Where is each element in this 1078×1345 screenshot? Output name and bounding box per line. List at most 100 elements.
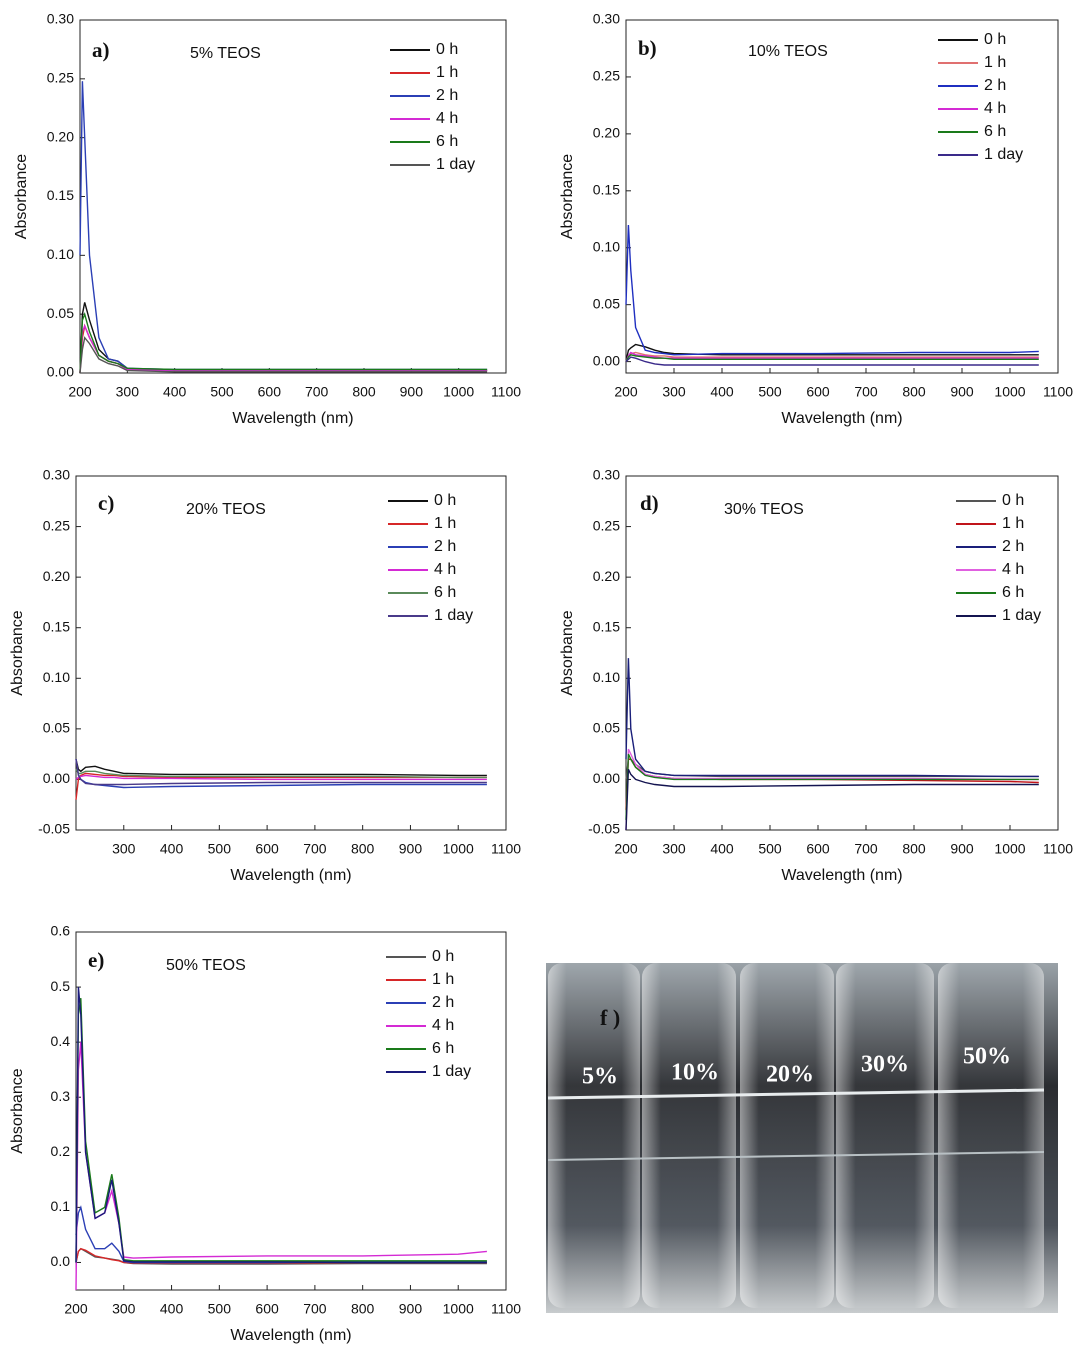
data-line	[625, 753, 1039, 820]
x-tick-label: 200	[64, 1301, 88, 1317]
y-tick-label: 0.30	[593, 11, 620, 27]
y-tick-label: 0.25	[43, 517, 70, 533]
y-tick-label: 0.00	[593, 770, 620, 786]
legend-label: 1 h	[436, 64, 458, 81]
x-tick-label: 200	[68, 384, 92, 400]
liquid-surface	[547, 1088, 1045, 1100]
x-tick-label: 900	[400, 384, 424, 400]
x-tick-label: 1000	[443, 1301, 474, 1317]
y-tick-label: 0.25	[593, 68, 620, 84]
y-tick-label: 0.15	[47, 187, 74, 203]
y-tick-label: 0.1	[51, 1198, 71, 1214]
y-tick-label: 0.10	[593, 238, 620, 254]
data-line	[75, 997, 487, 1263]
legend-label: 1 h	[984, 54, 1006, 71]
legend-label: 6 h	[436, 133, 458, 150]
data-line	[625, 748, 1039, 831]
x-tick-label: 900	[950, 841, 974, 857]
data-line	[79, 324, 488, 374]
y-tick-label: 0.3	[51, 1088, 71, 1104]
legend-label: 2 h	[1002, 538, 1024, 555]
chart-panel: -0.05 0.00 0.05 0.10 0.15 0.20 0.25 0.30 300 400 5…	[9, 467, 521, 885]
panel-label: c)	[98, 491, 114, 515]
x-tick-label: 700	[305, 384, 329, 400]
legend-label: 1 day	[432, 1063, 471, 1080]
y-tick-label: 0.05	[593, 295, 620, 311]
legend-label: 1 day	[984, 146, 1023, 163]
x-tick-label: 1100	[1043, 384, 1073, 400]
annotation: 50% TEOS	[166, 957, 246, 974]
data-line	[75, 759, 487, 786]
x-tick-label: 300	[662, 384, 686, 400]
legend-label: 6 h	[432, 1040, 454, 1057]
y-axis-label: Absorbance	[9, 1068, 26, 1153]
x-axis-label: Wavelength (nm)	[781, 867, 902, 884]
data-line	[79, 311, 488, 374]
legend-label: 1 day	[436, 156, 475, 173]
legend-label: 1 h	[432, 971, 454, 988]
x-tick-label: 600	[258, 384, 282, 400]
x-tick-label: 300	[116, 384, 140, 400]
x-tick-label: 1000	[443, 841, 474, 857]
data-line	[75, 774, 487, 781]
annotation: 20% TEOS	[186, 501, 266, 518]
panel-label: e)	[88, 948, 104, 972]
tube-label: 10%	[671, 1060, 719, 1086]
x-axis-label: Wavelength (nm)	[230, 867, 351, 884]
data-line	[75, 768, 487, 779]
y-axis-label: Absorbance	[559, 154, 576, 239]
y-tick-label: 0.10	[43, 669, 70, 685]
x-tick-label: 300	[662, 841, 686, 857]
x-tick-label: 900	[399, 1301, 423, 1317]
legend-label: 6 h	[1002, 584, 1024, 601]
x-axis-label: Wavelength (nm)	[781, 410, 902, 427]
y-tick-label: 0.20	[593, 568, 620, 584]
x-tick-label: 500	[758, 841, 782, 857]
x-tick-label: 600	[806, 384, 830, 400]
data-line	[625, 224, 1039, 356]
y-tick-label: 0.15	[43, 618, 70, 634]
photo-panel: f ) 5% 10% 20% 30% 50%	[546, 963, 1058, 1313]
x-tick-label: 800	[902, 841, 926, 857]
legend-label: 0 h	[436, 41, 458, 58]
panel-label: a)	[92, 38, 110, 62]
x-tick-label: 400	[710, 384, 734, 400]
data-line	[79, 302, 488, 374]
legend-label: 6 h	[984, 123, 1006, 140]
data-line	[79, 323, 488, 374]
legend-label: 1 day	[1002, 607, 1041, 624]
legend-label: 0 h	[984, 31, 1006, 48]
data-line	[75, 987, 487, 1264]
y-tick-label: 0.00	[47, 364, 74, 380]
y-tick-label: 0.10	[47, 246, 74, 262]
y-tick-label: -0.05	[588, 821, 620, 837]
plot-frame	[625, 19, 1059, 374]
y-axis-label: Absorbance	[559, 610, 576, 695]
x-tick-label: 600	[255, 841, 279, 857]
x-tick-label: 300	[112, 1301, 136, 1317]
x-tick-label: 700	[854, 384, 878, 400]
legend-label: 4 h	[436, 110, 458, 127]
legend-label: 1 h	[434, 515, 456, 532]
x-tick-label: 900	[950, 384, 974, 400]
x-tick-label: 200	[614, 841, 638, 857]
x-tick-label: 500	[758, 384, 782, 400]
y-tick-label: 0.20	[593, 125, 620, 141]
y-tick-label: 0.20	[43, 568, 70, 584]
data-line	[625, 343, 1039, 362]
x-tick-label: 800	[352, 384, 376, 400]
x-tick-label: 1100	[1043, 841, 1073, 857]
x-tick-label: 400	[160, 841, 184, 857]
y-tick-label: 0.05	[593, 720, 620, 736]
y-tick-label: 0.00	[593, 352, 620, 368]
y-tick-label: 0.25	[47, 70, 74, 86]
plot-frame	[75, 475, 507, 831]
x-axis-label: Wavelength (nm)	[232, 410, 353, 427]
y-tick-label: 0.30	[593, 467, 620, 483]
y-axis-label: Absorbance	[9, 610, 26, 695]
photo-label: f )	[600, 1005, 620, 1030]
tube	[642, 963, 736, 1308]
data-line	[79, 336, 488, 374]
chart-panel: -0.05 0.00 0.05 0.10 0.15 0.20 0.25 0.30 200 300 4…	[559, 467, 1073, 885]
